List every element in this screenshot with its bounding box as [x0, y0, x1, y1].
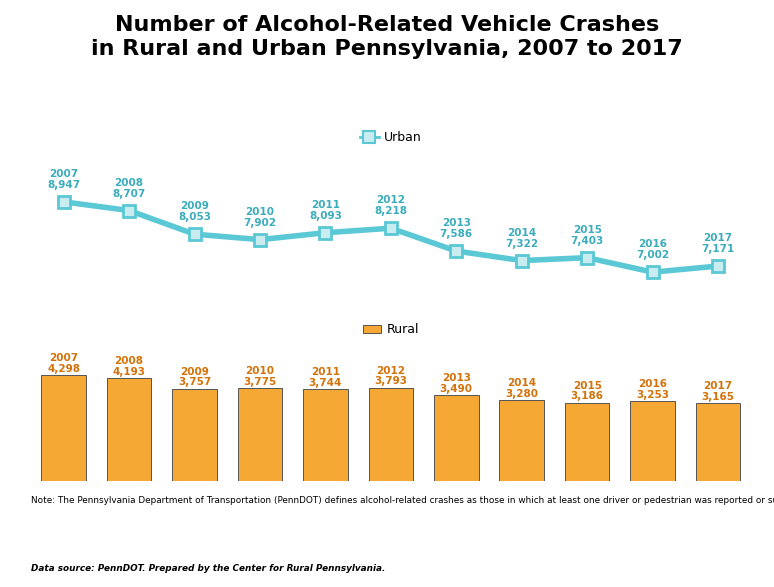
Text: 2008
4,193: 2008 4,193 — [113, 356, 146, 377]
Bar — [630, 401, 675, 481]
Text: 2011
3,744: 2011 3,744 — [309, 367, 342, 387]
Text: 2015
7,403: 2015 7,403 — [570, 225, 604, 246]
Text: 2014
3,280: 2014 3,280 — [505, 379, 538, 399]
Text: 2012
3,793: 2012 3,793 — [375, 366, 407, 386]
Text: 2007
4,298: 2007 4,298 — [47, 353, 80, 374]
Text: 2013
7,586: 2013 7,586 — [440, 218, 473, 239]
Bar — [42, 376, 86, 481]
Text: Data source: PennDOT. Prepared by the Center for Rural Pennsylvania.: Data source: PennDOT. Prepared by the Ce… — [31, 564, 385, 572]
Text: Note: The Pennsylvania Department of Transportation (PennDOT) defines alcohol-re: Note: The Pennsylvania Department of Tra… — [31, 496, 774, 505]
Bar — [499, 400, 544, 481]
Bar — [368, 388, 413, 481]
Text: 2009
8,053: 2009 8,053 — [178, 201, 211, 222]
Text: 2017
3,165: 2017 3,165 — [701, 381, 735, 402]
Legend: Rural: Rural — [358, 319, 424, 342]
Bar — [434, 395, 478, 481]
Bar — [173, 389, 217, 481]
Text: 2012
8,218: 2012 8,218 — [375, 195, 407, 216]
Bar — [107, 378, 152, 481]
Bar — [696, 403, 740, 481]
Bar — [238, 388, 283, 481]
Text: 2009
3,757: 2009 3,757 — [178, 367, 211, 387]
Text: 2007
8,947: 2007 8,947 — [47, 169, 80, 190]
Legend: Urban: Urban — [355, 126, 426, 149]
Text: 2013
3,490: 2013 3,490 — [440, 373, 473, 394]
Bar — [565, 403, 609, 481]
Text: 2016
7,002: 2016 7,002 — [636, 239, 670, 260]
Bar — [303, 389, 348, 481]
Text: 2010
3,775: 2010 3,775 — [243, 366, 276, 387]
Text: Number of Alcohol-Related Vehicle Crashes
in Rural and Urban Pennsylvania, 2007 : Number of Alcohol-Related Vehicle Crashe… — [91, 15, 683, 59]
Text: 2010
7,902: 2010 7,902 — [244, 207, 276, 228]
Text: 2017
7,171: 2017 7,171 — [701, 233, 735, 254]
Text: 2008
8,707: 2008 8,707 — [112, 178, 146, 198]
Text: 2015
3,186: 2015 3,186 — [570, 380, 604, 402]
Text: 2014
7,322: 2014 7,322 — [505, 228, 538, 249]
Text: 2011
8,093: 2011 8,093 — [309, 200, 342, 221]
Text: 2016
3,253: 2016 3,253 — [636, 379, 669, 400]
